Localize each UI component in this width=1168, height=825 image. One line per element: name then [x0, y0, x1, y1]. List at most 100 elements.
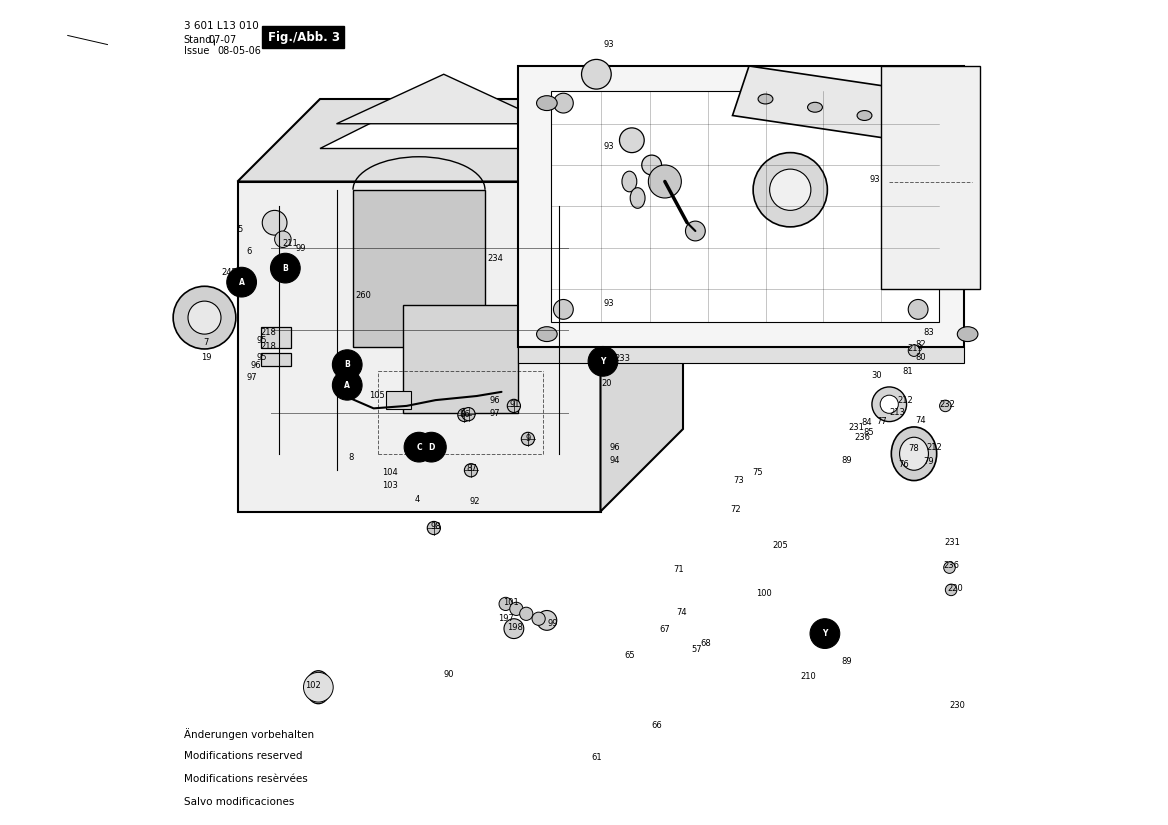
Circle shape	[770, 169, 811, 210]
Text: 08-05-06: 08-05-06	[217, 46, 260, 56]
Text: 97: 97	[246, 374, 257, 382]
Text: 86: 86	[460, 411, 471, 419]
Text: C: C	[416, 443, 422, 451]
Circle shape	[945, 584, 957, 596]
Circle shape	[263, 210, 287, 235]
Circle shape	[648, 165, 681, 198]
Circle shape	[753, 153, 827, 227]
Circle shape	[811, 619, 840, 648]
Text: 89: 89	[841, 658, 851, 666]
Polygon shape	[353, 190, 485, 346]
Text: Änderungen vorbehalten: Änderungen vorbehalten	[183, 728, 314, 739]
Text: 73: 73	[734, 477, 744, 485]
Circle shape	[461, 408, 475, 421]
Text: 82: 82	[916, 341, 926, 349]
Circle shape	[554, 93, 573, 113]
Text: 233: 233	[614, 355, 631, 363]
Text: 106: 106	[411, 434, 427, 442]
Ellipse shape	[306, 671, 331, 704]
Text: 100: 100	[756, 590, 772, 598]
Circle shape	[589, 346, 618, 376]
Text: 93: 93	[604, 143, 614, 151]
Circle shape	[554, 299, 573, 319]
Text: 96: 96	[250, 361, 260, 370]
Text: 6: 6	[246, 248, 252, 256]
Text: 79: 79	[924, 457, 934, 465]
Circle shape	[582, 59, 611, 89]
Text: 210: 210	[800, 672, 816, 681]
Text: 212: 212	[898, 397, 913, 405]
Polygon shape	[517, 66, 964, 346]
Text: 213: 213	[890, 408, 905, 417]
Ellipse shape	[758, 94, 773, 104]
Ellipse shape	[958, 96, 978, 111]
Circle shape	[274, 231, 291, 248]
Text: 231: 231	[848, 423, 864, 431]
Circle shape	[304, 672, 333, 702]
Text: 85: 85	[863, 428, 874, 436]
Text: 101: 101	[503, 598, 520, 606]
Ellipse shape	[958, 327, 978, 342]
Circle shape	[909, 345, 919, 356]
Polygon shape	[403, 305, 517, 412]
Circle shape	[641, 155, 661, 175]
Text: Salvo modificaciones: Salvo modificaciones	[183, 797, 294, 807]
Text: 260: 260	[355, 291, 370, 299]
Circle shape	[507, 399, 521, 412]
Text: 75: 75	[752, 469, 763, 477]
Text: 218: 218	[260, 328, 276, 337]
Text: B: B	[345, 361, 350, 369]
Text: Fig./Abb. 3: Fig./Abb. 3	[267, 31, 340, 44]
Text: 74: 74	[676, 608, 687, 616]
Text: 219: 219	[908, 345, 924, 353]
Text: 76: 76	[898, 460, 910, 469]
Text: 07-07: 07-07	[209, 35, 237, 45]
Text: 66: 66	[652, 722, 662, 730]
Text: 96: 96	[489, 397, 500, 405]
Text: 77: 77	[876, 417, 888, 426]
Text: 89: 89	[841, 456, 851, 464]
Circle shape	[404, 432, 433, 462]
Text: 20: 20	[602, 380, 612, 388]
Polygon shape	[732, 66, 972, 148]
Text: 95: 95	[256, 353, 266, 361]
Text: 105: 105	[369, 392, 384, 400]
Polygon shape	[551, 91, 939, 322]
Polygon shape	[336, 74, 551, 124]
Text: 97: 97	[489, 409, 500, 417]
Ellipse shape	[906, 119, 922, 129]
Text: 234: 234	[487, 254, 503, 262]
Text: 236: 236	[855, 433, 871, 441]
Circle shape	[173, 286, 236, 349]
Text: 19: 19	[201, 353, 211, 361]
Circle shape	[333, 350, 362, 380]
Polygon shape	[260, 327, 291, 348]
Ellipse shape	[857, 111, 872, 120]
Text: 197: 197	[498, 615, 514, 623]
Text: 67: 67	[660, 625, 670, 634]
Text: 91: 91	[509, 400, 520, 408]
Text: 93: 93	[604, 299, 614, 308]
Ellipse shape	[881, 395, 898, 413]
Circle shape	[333, 370, 362, 400]
Circle shape	[271, 253, 300, 283]
Text: 81: 81	[902, 367, 912, 375]
Circle shape	[944, 562, 955, 573]
Circle shape	[520, 607, 533, 620]
FancyBboxPatch shape	[263, 26, 343, 48]
Text: 61: 61	[591, 753, 602, 761]
Circle shape	[521, 432, 535, 446]
Text: 230: 230	[948, 701, 965, 710]
Text: 83: 83	[924, 328, 934, 337]
Text: 9: 9	[526, 435, 530, 443]
Text: Modifications reserved: Modifications reserved	[183, 751, 303, 761]
Circle shape	[686, 221, 705, 241]
Bar	[415, 435, 436, 450]
Text: A: A	[238, 278, 244, 286]
Text: Issue: Issue	[183, 46, 209, 56]
Text: 80: 80	[916, 353, 926, 361]
Circle shape	[503, 619, 523, 639]
Text: Modifications resèrvées: Modifications resèrvées	[183, 774, 307, 784]
Ellipse shape	[631, 188, 645, 208]
Text: 57: 57	[691, 645, 702, 653]
